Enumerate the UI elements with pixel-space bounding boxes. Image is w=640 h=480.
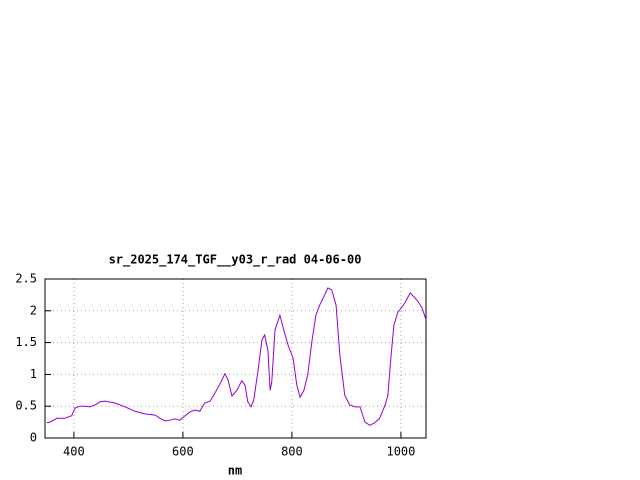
y-tick-label: 0	[30, 431, 37, 445]
chart-title: sr_2025_174_TGF__y03_r_rad 04-06-00	[109, 253, 362, 268]
y-tick-label: 2	[30, 303, 37, 317]
y-tick-label: 2.5	[15, 272, 37, 286]
x-tick-label: 400	[63, 445, 85, 459]
x-axis-label: nm	[228, 464, 242, 478]
x-tick-label: 600	[172, 445, 194, 459]
x-tick-label: 1000	[386, 445, 415, 459]
y-tick-label: 0.5	[15, 399, 37, 413]
x-tick-label: 800	[281, 445, 303, 459]
y-tick-label: 1	[30, 367, 37, 381]
y-tick-label: 1.5	[15, 335, 37, 349]
data-line	[46, 287, 427, 426]
plot-frame	[44, 278, 427, 439]
